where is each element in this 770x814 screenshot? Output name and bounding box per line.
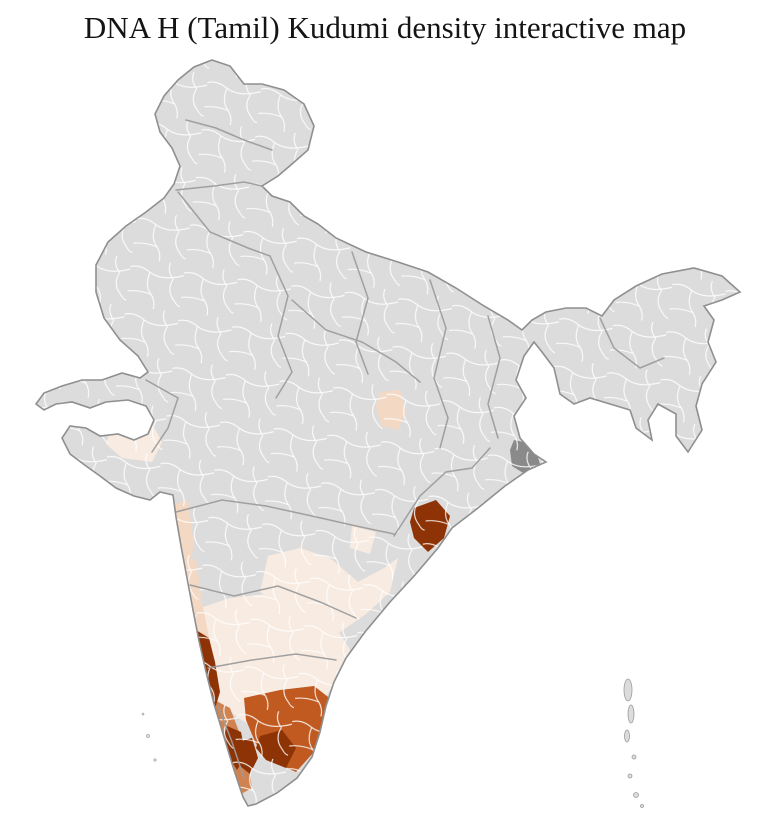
district-borders-mesh [36,60,740,806]
nicobar-island[interactable] [640,804,644,808]
lakshadweep-island[interactable] [153,758,157,762]
nicobar-island[interactable] [631,754,637,760]
andaman-island[interactable] [627,704,635,724]
lakshadweep-island[interactable] [141,712,145,716]
lakshadweep-islands[interactable] [141,712,157,762]
map-title: DNA H (Tamil) Kudumi density interactive… [83,10,687,45]
lakshadweep-island[interactable] [146,734,150,738]
andaman-island[interactable] [623,678,633,702]
andaman-island[interactable] [624,729,630,743]
andaman-nicobar-islands[interactable] [623,678,644,808]
nicobar-island[interactable] [633,792,639,798]
nicobar-island[interactable] [627,773,633,779]
state-borders [145,119,665,779]
